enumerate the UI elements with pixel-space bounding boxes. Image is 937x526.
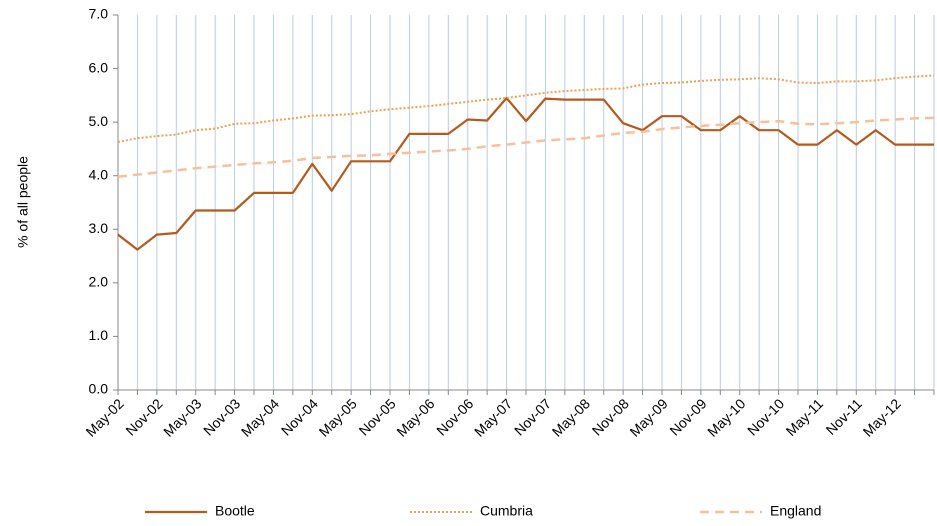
- x-tick-label: May-04: [238, 395, 282, 439]
- x-tick-label: Nov-10: [744, 395, 787, 438]
- x-tick-label: May-08: [549, 395, 593, 439]
- x-tick-label: Nov-09: [666, 395, 709, 438]
- x-tick-label: May-07: [471, 395, 515, 439]
- x-tick-label: Nov-03: [200, 395, 243, 438]
- x-tick-label: Nov-02: [122, 395, 165, 438]
- y-tick-label: 6.0: [89, 59, 109, 75]
- series-line: [117, 116, 935, 179]
- y-tick-label: 2.0: [89, 274, 109, 290]
- x-tick-label: Nov-04: [278, 395, 321, 438]
- x-tick-label: May-11: [783, 395, 827, 439]
- x-tick-label: May-09: [626, 395, 670, 439]
- x-tick-label: May-06: [393, 395, 437, 439]
- x-tick-label: May-05: [316, 395, 360, 439]
- x-tick-label: May-10: [704, 395, 748, 439]
- series-line: [117, 96, 934, 251]
- x-tick-label: May-02: [82, 395, 126, 439]
- y-tick-label: 3.0: [89, 220, 109, 236]
- x-tick-label: Nov-06: [433, 395, 476, 438]
- legend-label: Cumbria: [480, 503, 533, 519]
- y-tick-label: 4.0: [89, 166, 109, 182]
- x-tick-label: May-03: [160, 395, 204, 439]
- x-tick-label: Nov-11: [823, 395, 866, 438]
- y-tick-label: 7.0: [89, 6, 109, 22]
- y-tick-label: 5.0: [89, 113, 109, 129]
- x-tick-label: Nov-07: [511, 395, 554, 438]
- legend-label: Bootle: [215, 503, 255, 519]
- series-line: [117, 74, 935, 143]
- y-tick-label: 0.0: [89, 381, 109, 397]
- x-tick-label: May-12: [860, 395, 904, 439]
- x-tick-label: Nov-05: [356, 395, 399, 438]
- y-tick-label: 1.0: [89, 327, 109, 343]
- y-axis-title: % of all people: [15, 156, 31, 248]
- legend-label: England: [770, 503, 821, 519]
- x-tick-label: Nov-08: [589, 395, 632, 438]
